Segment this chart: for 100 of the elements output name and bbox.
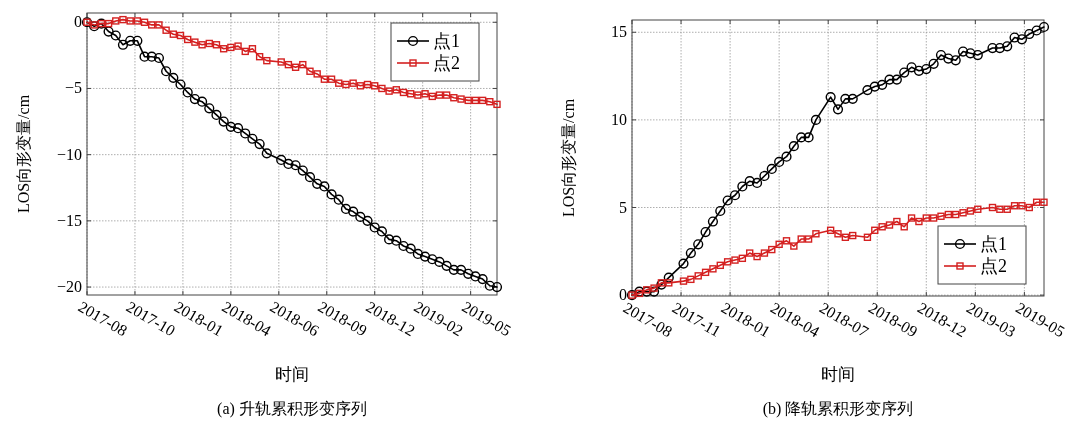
point <box>146 51 157 62</box>
text: (b) 降轨累积形变序列 <box>762 400 914 418</box>
point <box>110 30 121 41</box>
point <box>965 48 976 59</box>
point <box>412 248 423 260</box>
point <box>715 205 726 217</box>
y-tick-label: −20 <box>56 278 82 296</box>
point <box>335 79 343 87</box>
point <box>922 214 930 222</box>
point <box>355 211 366 222</box>
text: (a) 升轨累积形变序列 <box>217 400 367 418</box>
point <box>834 230 842 238</box>
point <box>385 87 393 95</box>
point <box>768 245 776 254</box>
point <box>463 268 474 279</box>
point <box>847 93 858 104</box>
point <box>205 39 213 48</box>
point <box>944 210 953 219</box>
point <box>161 66 172 77</box>
point <box>729 190 741 201</box>
point <box>943 53 954 64</box>
point <box>759 170 770 182</box>
point <box>959 209 967 217</box>
point <box>862 85 873 96</box>
point <box>464 96 472 105</box>
point <box>254 138 265 150</box>
point <box>225 121 236 132</box>
x-axis-title: 时间 <box>275 365 309 384</box>
point <box>371 82 379 90</box>
point <box>175 79 186 90</box>
point <box>731 256 739 264</box>
point <box>825 92 836 103</box>
point <box>788 141 799 152</box>
point <box>957 46 969 57</box>
point <box>885 221 894 229</box>
point <box>753 252 761 261</box>
point <box>796 132 807 143</box>
legend-label: 点2 <box>980 256 1007 276</box>
point <box>812 230 820 238</box>
point <box>441 260 452 271</box>
point <box>996 205 1004 213</box>
point <box>803 132 814 143</box>
point <box>774 156 785 168</box>
point <box>915 217 923 226</box>
point <box>392 86 400 94</box>
point <box>414 91 422 99</box>
point <box>277 58 285 66</box>
point <box>297 165 308 176</box>
point <box>863 233 872 241</box>
point <box>650 284 658 292</box>
point <box>391 235 402 246</box>
point <box>356 82 365 90</box>
point <box>687 275 695 284</box>
point <box>168 72 179 83</box>
point <box>871 226 879 234</box>
point <box>950 55 961 66</box>
point <box>849 231 857 240</box>
point <box>790 242 798 250</box>
point <box>1018 202 1026 210</box>
point <box>126 17 134 25</box>
point <box>406 90 415 98</box>
point <box>884 74 895 85</box>
point <box>169 30 178 38</box>
point <box>340 203 352 215</box>
point <box>693 239 704 250</box>
point <box>219 45 228 53</box>
point <box>744 176 755 187</box>
point <box>304 172 316 183</box>
point <box>804 235 813 243</box>
point <box>247 133 258 144</box>
point <box>119 15 127 24</box>
y-tick-label: 10 <box>611 110 627 128</box>
point <box>685 247 696 259</box>
point <box>832 104 844 115</box>
point <box>893 217 901 226</box>
point <box>204 103 215 114</box>
point <box>435 91 444 99</box>
point <box>810 114 822 125</box>
y-axis-title: LOS向形变量/cm <box>560 98 577 218</box>
point <box>326 189 337 200</box>
point <box>162 26 170 34</box>
point <box>477 274 488 285</box>
point <box>290 160 301 171</box>
point <box>994 42 1005 54</box>
legend-label: 点1 <box>433 31 460 51</box>
point <box>471 96 480 105</box>
point <box>427 254 438 265</box>
point <box>484 280 495 291</box>
point <box>184 35 192 44</box>
point <box>781 151 792 162</box>
point <box>486 98 494 106</box>
point <box>722 195 733 206</box>
point <box>132 35 143 46</box>
point <box>906 62 917 73</box>
point <box>283 158 294 170</box>
point <box>291 63 300 71</box>
point <box>1009 32 1020 43</box>
point <box>140 18 149 26</box>
point <box>125 35 136 46</box>
point <box>1016 34 1028 45</box>
